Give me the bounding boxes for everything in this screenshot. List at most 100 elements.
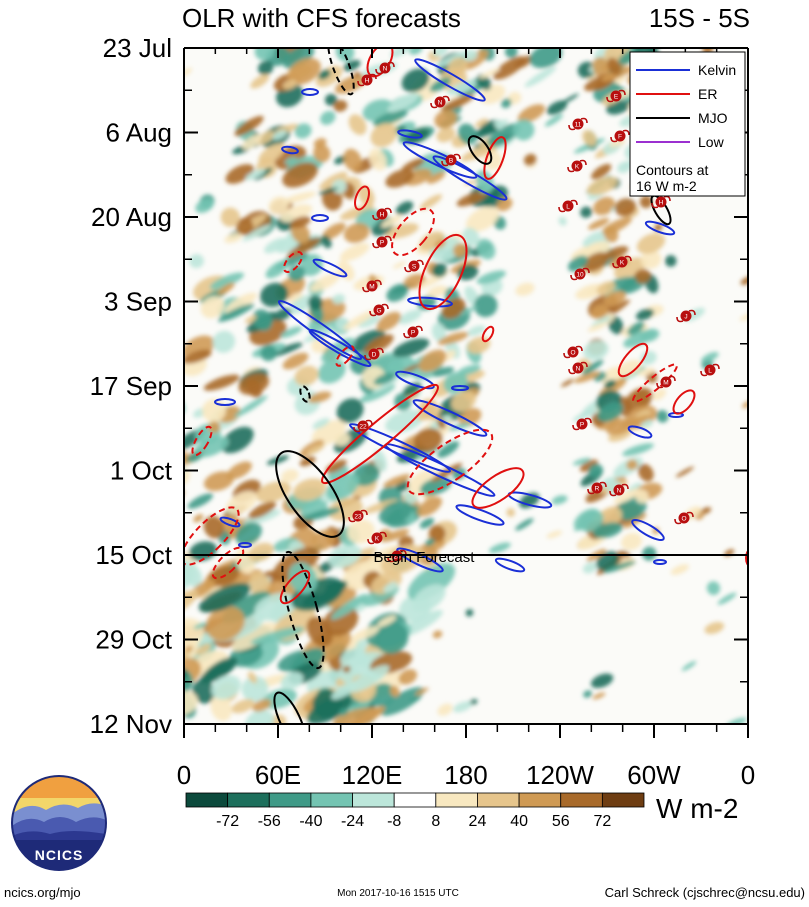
wave-contour xyxy=(745,549,748,567)
y-tick-label: 15 Oct xyxy=(95,540,172,570)
wave-contour xyxy=(653,559,667,565)
x-tick-label: 0 xyxy=(177,760,191,790)
y-tick-label: 17 Sep xyxy=(90,371,172,401)
legend-note-line1: Contours at xyxy=(636,162,708,178)
colorbar-swatch xyxy=(560,792,603,808)
colorbar-label: 8 xyxy=(431,813,440,830)
olr-anomaly-field: N H N B H P S M G P D 22 23 K 25 E 11 F K L 10 K J O N M L P R N O H xyxy=(184,48,748,724)
colorbar-swatch xyxy=(518,792,562,808)
wave-contour xyxy=(391,207,435,257)
legend-label: ER xyxy=(698,86,717,102)
wave-contour xyxy=(412,399,488,437)
cyclone-icon: M xyxy=(656,375,676,389)
y-tick-label: 20 Aug xyxy=(91,202,172,232)
cyclone-label: F xyxy=(618,134,622,141)
y-tick-label: 12 Nov xyxy=(90,709,172,739)
cyclone-label: J xyxy=(684,314,687,321)
cyclone-label: M xyxy=(663,380,668,387)
wave-contour xyxy=(402,141,478,179)
colorbar-label: -8 xyxy=(387,813,401,830)
wave-contour xyxy=(301,88,319,96)
y-tick-label: 29 Oct xyxy=(95,625,172,655)
wave-contour xyxy=(672,389,696,415)
colorbar-label: 40 xyxy=(510,813,528,830)
colorbar-label: -72 xyxy=(216,813,239,830)
cyclone-icon: O xyxy=(563,345,583,359)
wave-contour xyxy=(627,425,653,439)
x-tick-label: 60W xyxy=(627,760,681,790)
wave-contour xyxy=(494,557,526,573)
ncics-logo: NCICS xyxy=(11,775,107,871)
wave-contour xyxy=(281,145,299,155)
wave-contour xyxy=(184,506,240,566)
cyclone-icon: N xyxy=(609,483,629,497)
cyclone-label: P xyxy=(411,330,415,337)
cyclone-label: H xyxy=(365,78,370,85)
cyclone-icon: P xyxy=(403,325,423,339)
y-tick-label: 23 Jul xyxy=(103,33,172,63)
wave-contour xyxy=(471,467,525,509)
cyclone-icon: 11 xyxy=(568,117,588,131)
wave-contour xyxy=(279,569,311,605)
cyclone-icon: L xyxy=(558,199,578,213)
colorbar-label: -24 xyxy=(341,813,364,830)
cyclone-icon: K xyxy=(367,531,387,545)
cyclone-icon: N xyxy=(430,95,450,109)
footer-timestamp: Mon 2017-10-16 1515 UTC xyxy=(337,888,459,899)
wave-contour xyxy=(281,550,325,670)
cyclone-label: 11 xyxy=(575,122,582,129)
y-tick-label: 3 Sep xyxy=(104,287,172,317)
cyclone-icon: E xyxy=(606,89,626,103)
colorbar-label: 56 xyxy=(552,813,570,830)
colorbar-label: -56 xyxy=(258,813,281,830)
wave-contour xyxy=(308,328,372,368)
cyclone-icon: H xyxy=(357,73,377,87)
chart-title: OLR with CFS forecasts xyxy=(182,3,461,33)
cyclone-icon: F xyxy=(610,129,630,143)
legend: Kelvin ER MJO Low Contours at 16 W m-2 xyxy=(629,51,746,197)
forecast-start-label: Begin Forecast xyxy=(374,549,476,566)
colorbar-swatch xyxy=(185,792,229,808)
wave-contour xyxy=(191,425,213,457)
footer-author: Carl Schreck (cjschrec@ncsu.edu) xyxy=(605,885,805,900)
cyclone-label: 25 xyxy=(393,554,401,561)
footer-url: ncics.org/mjo xyxy=(4,885,81,900)
cyclone-icon: K xyxy=(612,255,632,269)
wave-contour xyxy=(214,398,236,406)
logo-text: NCICS xyxy=(35,847,84,863)
wave-contour xyxy=(414,58,486,102)
colorbar-unit: W m-2 xyxy=(656,793,738,824)
cyclone-label: P xyxy=(380,240,384,247)
wave-contour xyxy=(275,450,345,538)
cyclone-label: K xyxy=(375,536,380,543)
cyclone-label: N xyxy=(438,100,443,107)
legend-box xyxy=(629,51,746,197)
wave-contour xyxy=(219,516,241,528)
cyclone-icon: L xyxy=(700,363,720,377)
cyclone-label: N xyxy=(576,366,581,373)
legend-note-line2: 16 W m-2 xyxy=(636,178,697,194)
cyclone-label: N xyxy=(617,488,622,495)
wave-contour xyxy=(211,546,245,580)
cyclone-icon: 22 xyxy=(353,419,373,433)
wave-contour xyxy=(238,542,252,548)
cyclone-label: S xyxy=(412,264,417,271)
wave-contour xyxy=(312,258,348,278)
cyclone-label: M xyxy=(369,284,374,291)
cyclone-label: L xyxy=(708,368,712,375)
cyclone-icon: K xyxy=(567,159,587,173)
axis-ticks xyxy=(183,47,749,738)
region-label: 15S - 5S xyxy=(649,3,750,33)
cyclone-icon: B xyxy=(441,153,461,167)
wave-contour xyxy=(395,370,435,390)
cyclone-label: 10 xyxy=(576,272,584,279)
colorbar-swatch xyxy=(268,792,312,808)
colorbar-label: 72 xyxy=(593,813,611,830)
wave-contour xyxy=(406,428,494,496)
colorbar-label: 24 xyxy=(469,813,487,830)
cyclone-label: K xyxy=(575,164,580,171)
y-tick-labels: 23 Jul 6 Aug 20 Aug 3 Sep 17 Sep 1 Oct 15 Oct 2… xyxy=(90,33,173,739)
colorbar-swatch xyxy=(227,792,270,808)
wave-contour xyxy=(407,296,453,308)
